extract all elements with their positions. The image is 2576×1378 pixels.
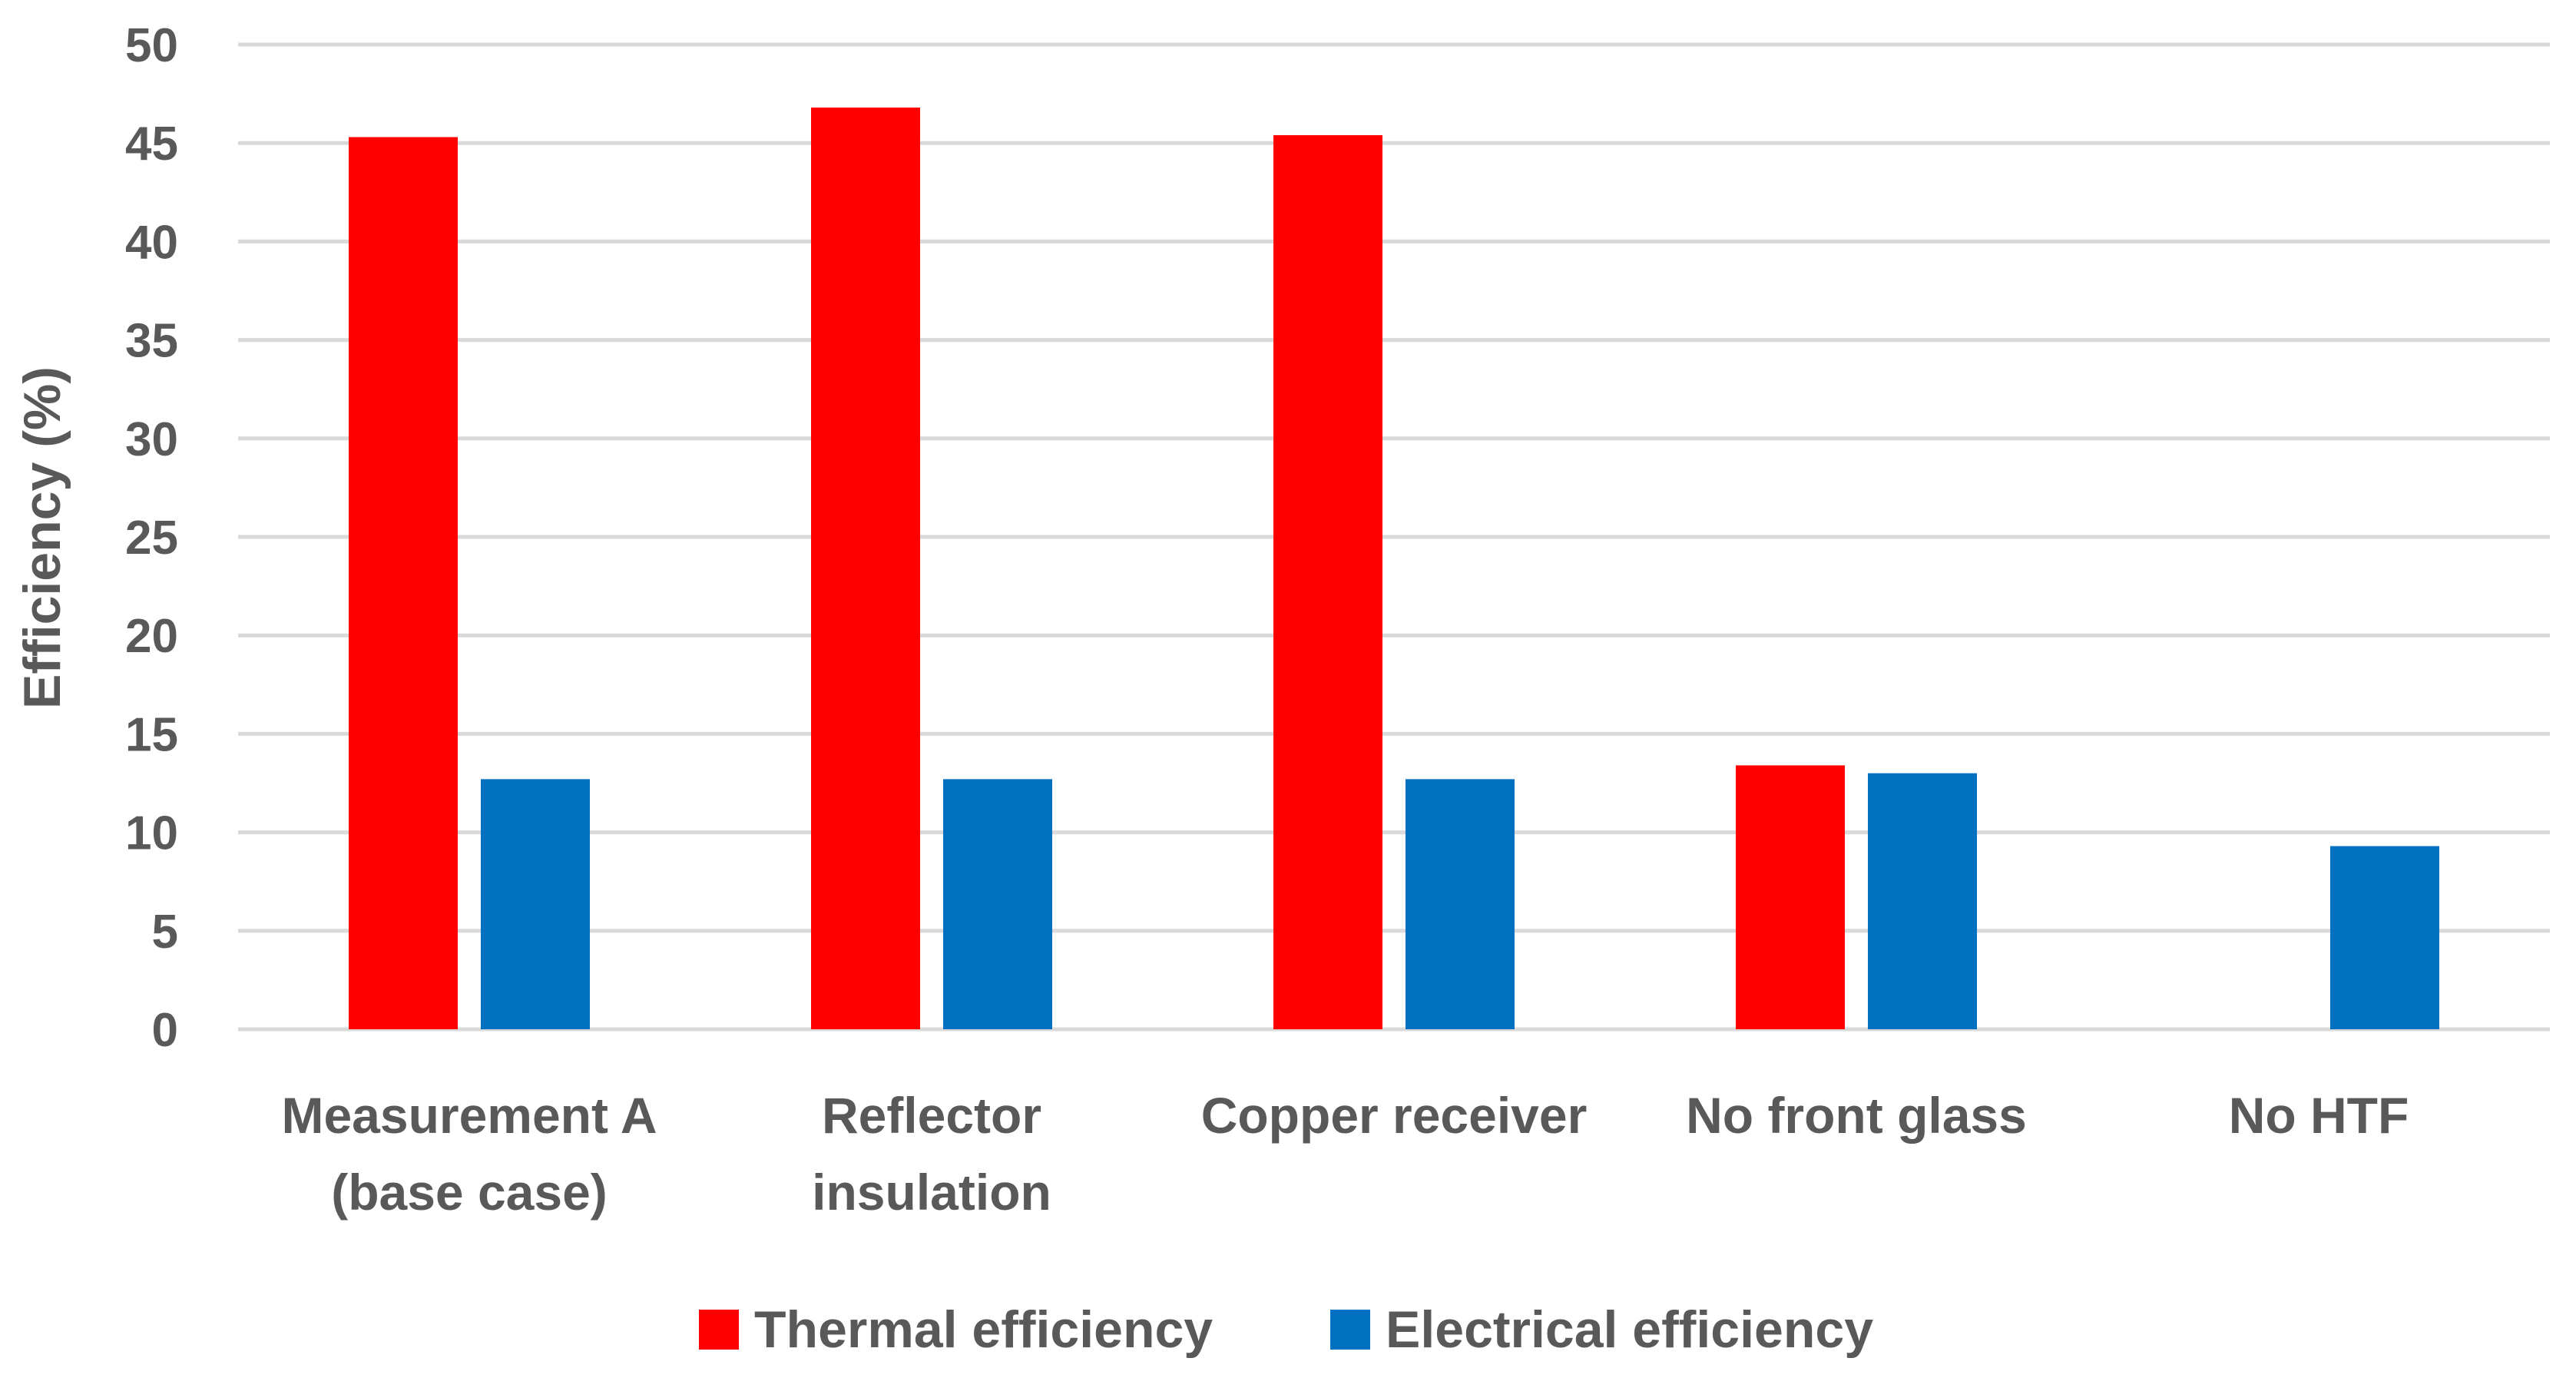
bar-electrical-efficiency [2330, 846, 2439, 1029]
legend-item-electrical-efficiency: Electrical efficiency [1330, 1300, 1873, 1359]
y-axis-ticks: 0 5 10 15 20 25 30 35 40 45 50 [125, 19, 178, 1057]
bar-electrical-efficiency [1868, 773, 1977, 1029]
x-category-label: No HTF [2229, 1087, 2409, 1144]
legend-label: Electrical efficiency [1386, 1300, 1873, 1359]
y-tick-label: 30 [125, 413, 178, 466]
y-tick-label: 40 [125, 216, 178, 269]
legend-swatch [699, 1310, 739, 1350]
bar-thermal-efficiency [349, 137, 458, 1029]
y-axis-title: Efficiency (%) [13, 366, 71, 709]
legend-item-thermal-efficiency: Thermal efficiency [699, 1300, 1213, 1359]
y-tick-label: 15 [125, 708, 178, 761]
x-category-label: Copper receiver [1201, 1087, 1588, 1144]
bar-thermal-efficiency [811, 108, 920, 1030]
legend-swatch [1330, 1310, 1370, 1350]
bar-thermal-efficiency [1273, 134, 1382, 1030]
x-axis-category-labels: Measurement A (base case) Reflector insulat… [281, 1087, 2409, 1221]
x-category-label: No front glass [1686, 1087, 2027, 1144]
y-tick-label: 10 [125, 807, 178, 860]
bar-electrical-efficiency [1406, 779, 1515, 1029]
y-tick-label: 5 [152, 906, 178, 959]
x-category-label: Measurement A (base case) [281, 1087, 657, 1221]
y-tick-label: 45 [125, 118, 178, 171]
y-tick-label: 50 [125, 19, 178, 72]
gridlines [238, 42, 2550, 1032]
y-tick-label: 25 [125, 512, 178, 565]
bar-thermal-efficiency [1736, 765, 1845, 1029]
y-tick-label: 35 [125, 315, 178, 368]
bars [349, 108, 2439, 1030]
bar-electrical-efficiency [481, 779, 590, 1029]
y-tick-label: 0 [152, 1004, 178, 1057]
legend: Thermal efficiency Electrical efficiency [699, 1300, 1873, 1359]
bar-electrical-efficiency [943, 779, 1052, 1029]
x-category-label: Reflector insulation [812, 1087, 1051, 1221]
y-tick-label: 20 [125, 610, 178, 663]
legend-label: Thermal efficiency [754, 1300, 1213, 1359]
